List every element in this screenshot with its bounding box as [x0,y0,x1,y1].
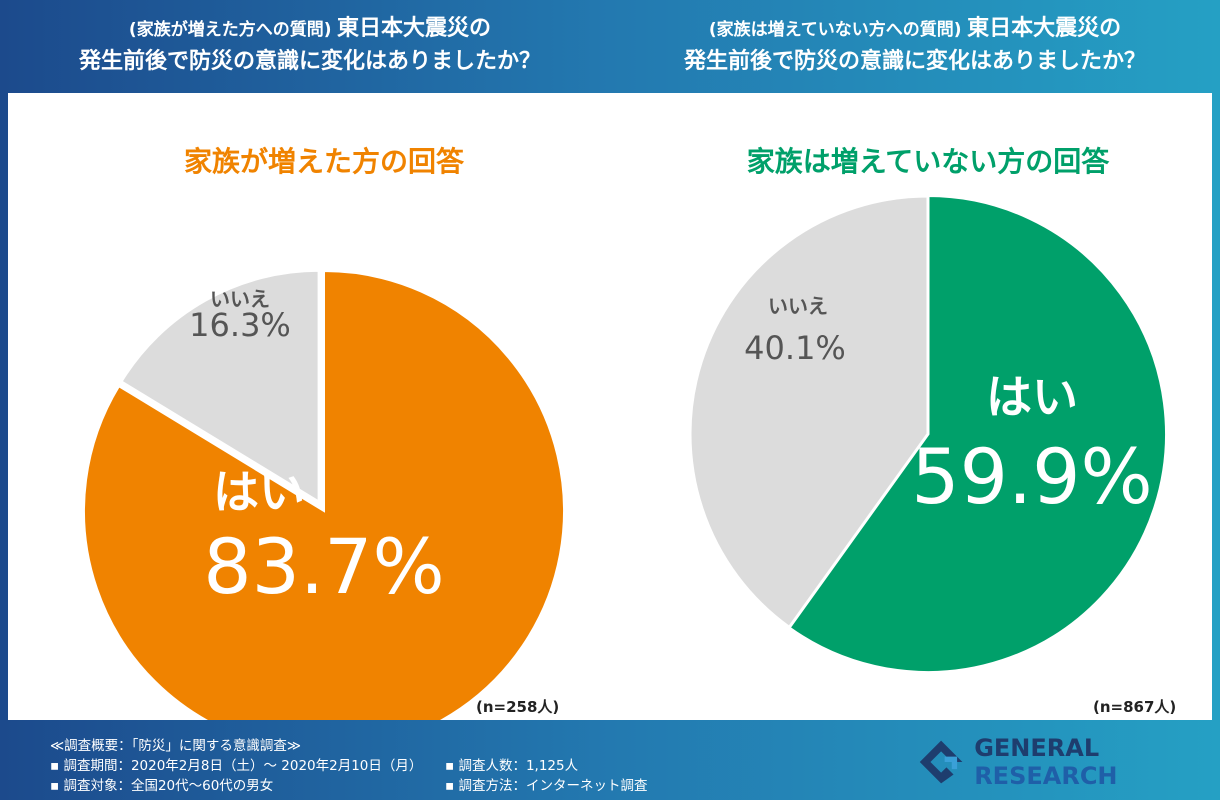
survey-summary: ≪調査概要：「防災」に関する意識調査≫ ▪ 調査期間：2020年2月8日（土）～… [50,736,647,796]
chart-panel: 家族が増えた方の回答 家族は増えていない方の回答 はい 83.7% いいえ 16.3%… [8,93,1212,720]
pie-slice-no [118,268,321,505]
survey-heading: ≪調査概要：「防災」に関する意識調査≫ [50,738,302,754]
pie-slice-no [688,194,930,630]
general-research-logo: GENERAL RESEARCH [918,734,1220,790]
pie-yes-percent: 83.7% [203,522,444,611]
header-right-question: (家族は増えていない方への質問) 東日本大震災の 発生前後で防災の意識に変化はあ… [635,12,1195,78]
pie-left-title: 家族が増えた方の回答 [184,145,465,178]
pie-right-title: 家族は増えていない方の回答 [747,145,1111,178]
logo-text-research: RESEARCH [974,762,1118,790]
survey-method: ▪ 調査方法：インターネット調査 [445,778,648,794]
header-right-title2: 発生前後で防災の意識に変化はありましたか？ [683,49,1146,74]
pie-right: はい 59.9% いいえ 40.1% [688,194,1167,673]
pie-no-label: いいえ [210,287,270,311]
pie-yes-label: はい [986,370,1078,424]
pie-yes-percent: 59.9% [911,432,1152,521]
pie-left-sample-size: (n=258人) [476,698,560,716]
pie-slice-yes [787,194,1167,673]
pie-yes-label: はい [213,465,305,519]
logo-text-general: GENERAL [974,734,1100,762]
pie-slice-yes [83,269,565,720]
survey-target: ▪ 調査対象：全国20代～60代の男女 [50,778,274,794]
header-left-title1: 東日本大震災の [337,16,492,41]
survey-period: ▪ 調査期間：2020年2月8日（土）～ 2020年2月10日（月） [50,758,423,774]
pie-no-percent: 16.3% [189,306,291,344]
pie-charts-canvas: 家族が増えた方の回答 家族は増えていない方の回答 はい83.7%いいえ16.3%… [83,145,1167,720]
header-left-prefix: (家族が増えた方への質問) [128,20,332,40]
header-left-question: (家族が増えた方への質問) 東日本大震災の 発生前後で防災の意識に変化はありまし… [30,12,590,78]
pie-no-label: いいえ [768,294,828,318]
header-right-title1: 東日本大震災の [967,16,1122,41]
survey-count: ▪ 調査人数：1,125人 [445,758,579,774]
pie-right-sample-size: (n=867人) [1093,698,1177,716]
pie-no-percent: 40.1% [744,329,846,367]
header-right-prefix: (家族は増えていない方への質問) [708,20,962,40]
logo-mark-icon [919,740,963,784]
logo-wordmark: GENERAL RESEARCH [974,734,1220,790]
header-left-title2: 発生前後で防災の意識に変化はありましたか？ [78,49,541,74]
